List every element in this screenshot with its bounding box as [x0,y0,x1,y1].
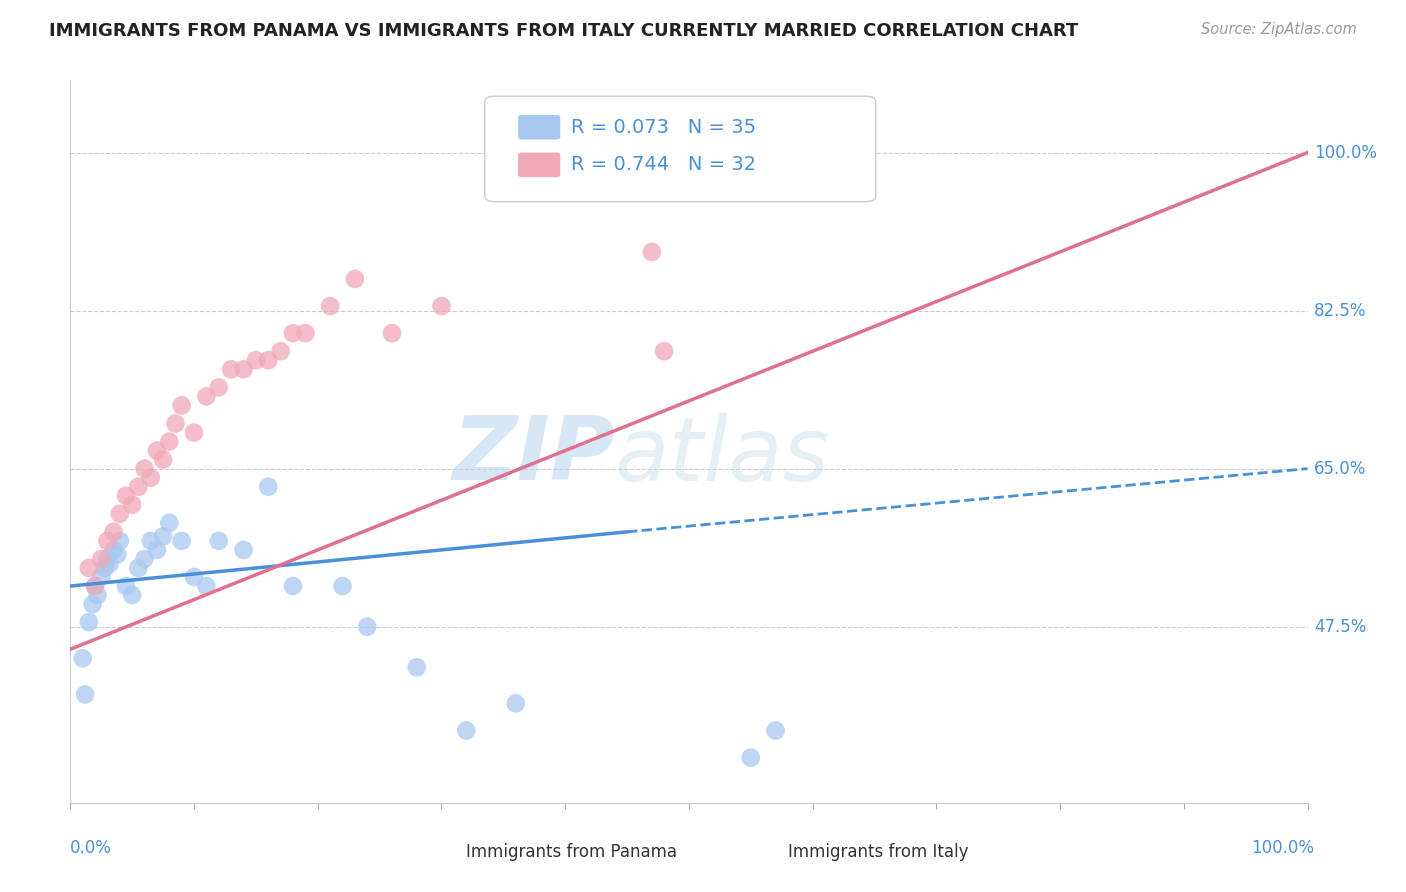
Point [208,533,231,548]
Point [90,570,112,584]
Point [105,548,128,562]
Point [270,344,292,359]
Point [146,443,169,458]
Point [343,272,366,286]
Point [152,452,174,467]
Text: 82.5%: 82.5% [1313,301,1367,319]
Point [103,542,125,557]
Point [90,552,112,566]
Point [96,552,118,566]
Text: atlas: atlas [614,413,830,499]
FancyBboxPatch shape [747,840,786,863]
Point [170,533,193,548]
Point [86,588,108,602]
Point [157,516,180,530]
Point [115,579,138,593]
Point [430,299,453,313]
Point [232,542,254,557]
Point [115,489,138,503]
Point [127,561,149,575]
Point [94,561,117,575]
Point [170,398,193,412]
Point [195,389,218,403]
Point [134,461,156,475]
Point [165,417,187,431]
Point [319,299,342,313]
Point [765,723,787,738]
Point [356,620,378,634]
Point [208,380,231,394]
Point [77,615,100,630]
Text: Immigrants from Panama: Immigrants from Panama [467,843,678,861]
Text: 47.5%: 47.5% [1313,617,1367,636]
FancyBboxPatch shape [426,840,464,863]
Point [232,362,254,376]
Point [108,507,131,521]
Point [84,579,107,593]
Point [219,362,242,376]
FancyBboxPatch shape [519,115,560,139]
Point [281,326,304,341]
Point [456,723,478,738]
Point [77,561,100,575]
Text: 65.0%: 65.0% [1313,459,1367,477]
Text: 100.0%: 100.0% [1313,144,1376,161]
Point [75,687,97,701]
Point [121,498,143,512]
Point [294,326,316,341]
Text: ZIP: ZIP [451,412,614,500]
Text: Immigrants from Italy: Immigrants from Italy [787,843,969,861]
Text: 0.0%: 0.0% [70,838,112,857]
Point [652,344,675,359]
Point [96,533,118,548]
Point [281,579,304,593]
Point [183,570,205,584]
Point [183,425,205,440]
Point [405,660,427,674]
Point [381,326,404,341]
FancyBboxPatch shape [519,153,560,178]
Text: R = 0.744   N = 32: R = 0.744 N = 32 [571,155,756,174]
Point [139,471,162,485]
Point [157,434,180,449]
Point [257,480,280,494]
Point [98,557,121,571]
Point [108,533,131,548]
Text: Source: ZipAtlas.com: Source: ZipAtlas.com [1201,22,1357,37]
Text: R = 0.073   N = 35: R = 0.073 N = 35 [571,118,756,136]
Point [740,750,762,764]
Point [245,353,267,368]
Point [195,579,218,593]
Point [82,597,104,611]
Point [146,542,169,557]
Text: 100.0%: 100.0% [1251,838,1313,857]
Point [84,579,107,593]
Point [641,244,664,259]
Point [332,579,354,593]
Point [103,524,125,539]
Point [505,697,527,711]
Point [139,533,162,548]
Point [127,480,149,494]
FancyBboxPatch shape [485,96,876,202]
Point [134,552,156,566]
Text: IMMIGRANTS FROM PANAMA VS IMMIGRANTS FROM ITALY CURRENTLY MARRIED CORRELATION CH: IMMIGRANTS FROM PANAMA VS IMMIGRANTS FRO… [49,22,1078,40]
Point [152,529,174,543]
Point [72,651,94,665]
Point [257,353,280,368]
Point [121,588,143,602]
